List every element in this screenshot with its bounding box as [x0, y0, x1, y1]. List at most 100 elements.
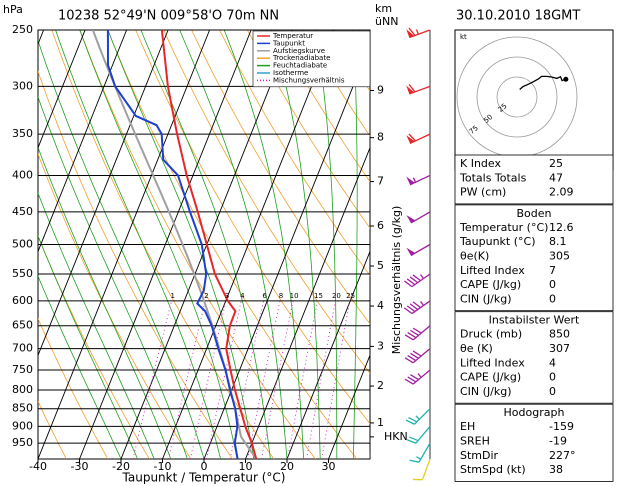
moist-adiabat: [38, 192, 155, 459]
barb-staff: [413, 408, 431, 425]
wind-barb: [404, 369, 431, 385]
y-tick-label: 500: [12, 238, 33, 251]
y-tick-label: 850: [12, 402, 33, 415]
y-tick-label: 350: [12, 127, 33, 140]
x-tick-label: 0: [201, 460, 208, 473]
hodograph-end: [563, 76, 569, 82]
mixing-ratio-label: 2: [204, 292, 208, 300]
index-value: 2.09: [549, 186, 574, 199]
x-tick-label: -40: [29, 460, 47, 473]
index-label: CIN (J/kg): [460, 292, 512, 305]
km-tick-label: 5: [377, 259, 384, 272]
barb-feather: [403, 307, 413, 315]
barb-staff: [409, 174, 431, 186]
mixing-ratio-label: 10: [290, 292, 299, 300]
moist-adiabat: [38, 146, 172, 459]
index-value: 307: [549, 342, 570, 355]
mixing-ratio-label: 15: [314, 292, 323, 300]
mixing-ratio-line: [206, 300, 242, 459]
barb-feather: [410, 329, 419, 336]
index-label: CAPE (J/kg): [460, 278, 521, 291]
index-label: StmDir: [460, 449, 499, 462]
wind-barb: [406, 211, 431, 224]
barb-feather: [409, 276, 419, 284]
index-label: StmSpd (kt): [460, 463, 526, 476]
index-box: [454, 204, 614, 312]
dry-adiabat: [191, 30, 370, 325]
km-tick-label: 8: [377, 131, 384, 144]
barb-half: [415, 415, 420, 420]
index-label: EH: [460, 420, 475, 433]
barb-half: [420, 274, 424, 279]
index-value: 25: [549, 157, 563, 170]
moist-adiabat: [352, 30, 358, 459]
km-tick-label: 1: [377, 416, 384, 429]
barb-feather: [410, 374, 419, 381]
barb-feather: [409, 303, 419, 311]
barb-pennant: [406, 176, 415, 185]
mixing-ratio-label: 20: [332, 292, 341, 300]
x-tick-label: 20: [280, 460, 294, 473]
moist-adiabat: [140, 30, 271, 459]
isotherm: [38, 30, 86, 149]
legend-label: Mischungsverhältnis: [273, 76, 345, 84]
legend-label: Trockenadiabate: [272, 54, 330, 62]
index-value: -19: [549, 435, 567, 448]
barb-feather: [408, 416, 418, 423]
index-value: 0: [549, 385, 556, 398]
mixing-ratio-label: 6: [262, 292, 267, 300]
index-value: -159: [549, 420, 574, 433]
x-tick-label: 10: [239, 460, 253, 473]
index-value: 8.1: [549, 235, 567, 248]
wind-barb: [404, 325, 431, 341]
isotherm-grid-line: [286, 250, 370, 459]
index-label: Taupunkt (°C): [459, 235, 535, 248]
index-label: Temperatur (°C): [459, 221, 548, 234]
barb-half: [412, 177, 417, 183]
wind-barb: [405, 408, 431, 425]
x-axis-label: Taupunkt / Temperatur (°C): [122, 471, 286, 485]
barb-feather: [412, 274, 421, 282]
index-value: 47: [549, 171, 563, 184]
index-value: 305: [549, 250, 570, 263]
barb-staff: [410, 243, 431, 257]
km-tick-label: 9: [377, 84, 384, 97]
mixing-ratio-line: [189, 300, 227, 459]
barb-feather: [407, 332, 417, 339]
moist-adiabat: [38, 39, 205, 459]
dry-adiabat: [135, 30, 370, 425]
index-label: θe (K): [460, 342, 493, 355]
y-tick-label: 650: [12, 319, 33, 332]
barb-feather: [412, 327, 422, 334]
index-label: SREH: [460, 435, 490, 448]
mixing-ratio-line: [247, 300, 281, 459]
legend-label: Aufstiegskurve: [273, 47, 325, 55]
barb-half: [416, 456, 422, 460]
mixing-ratio-label: 8: [279, 292, 283, 300]
barb-staff: [412, 348, 431, 364]
index-label: Lifted Index: [460, 356, 525, 369]
index-label: θe(K): [460, 250, 489, 263]
moist-adiabat: [223, 30, 304, 459]
barb-feather: [403, 280, 413, 288]
hodograph-ring: [476, 56, 558, 138]
dry-adiabat: [247, 30, 370, 229]
index-value: 38: [549, 463, 563, 476]
hodograph-ring: [496, 76, 538, 118]
moist-adiabat: [179, 30, 288, 459]
mixing-ratio-label: 4: [240, 292, 245, 300]
y-tick-label: 250: [12, 23, 33, 36]
barb-staff: [415, 425, 431, 444]
index-box: [454, 154, 614, 205]
dry-adiabat: [79, 30, 316, 459]
index-value: 4: [549, 356, 556, 369]
km-tick-label: 2: [377, 379, 384, 392]
wind-barb: [403, 273, 431, 288]
y-tick-label: 300: [12, 79, 33, 92]
barb-staff: [409, 85, 431, 95]
barb-feather: [408, 27, 416, 36]
wind-barb: [409, 442, 431, 463]
moist-adiabat: [270, 30, 321, 459]
index-value: 0: [549, 278, 556, 291]
